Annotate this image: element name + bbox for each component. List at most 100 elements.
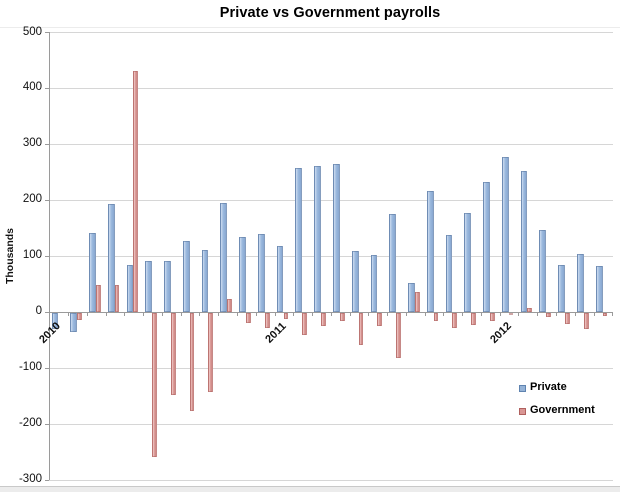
legend-swatch-government bbox=[519, 407, 526, 415]
bar-government-jul-2011 bbox=[396, 312, 401, 358]
y-axis-tick bbox=[45, 199, 49, 201]
y-axis-tick bbox=[45, 143, 49, 145]
bar-private-oct-2011 bbox=[445, 235, 453, 312]
legend-label-private: Private bbox=[530, 381, 567, 393]
y-axis-tick bbox=[45, 311, 49, 313]
bar-private-dec-2010 bbox=[257, 233, 265, 312]
x-axis-tick bbox=[86, 311, 88, 316]
y-axis-tick bbox=[45, 87, 49, 89]
x-axis-tick bbox=[593, 311, 595, 316]
bar-private-mar-2011 bbox=[314, 165, 322, 312]
x-axis-tick bbox=[462, 311, 464, 316]
x-axis-tick bbox=[443, 311, 445, 316]
x-axis-tick bbox=[387, 311, 389, 316]
bar-government-jul-2010 bbox=[170, 312, 176, 396]
gridline-500 bbox=[49, 32, 613, 33]
x-axis-tick bbox=[330, 311, 332, 316]
bar-private-apr-2010 bbox=[107, 204, 115, 312]
y-axis-label: 100 bbox=[22, 249, 42, 262]
x-axis-tick bbox=[274, 311, 276, 316]
bar-private-jun-2012 bbox=[595, 265, 603, 312]
gridline-100 bbox=[49, 255, 613, 257]
x-axis-tick bbox=[368, 311, 370, 316]
bar-private-aug-2010 bbox=[182, 240, 190, 312]
bar-government-feb-2010 bbox=[77, 312, 82, 320]
bar-government-nov-2010 bbox=[245, 312, 251, 323]
bar-private-jun-2011 bbox=[370, 255, 378, 312]
x-axis-tick bbox=[105, 311, 107, 316]
bar-government-oct-2010 bbox=[227, 299, 232, 312]
bar-government-jun-2010 bbox=[152, 312, 157, 457]
x-axis-tick bbox=[49, 311, 51, 316]
window-bottom-edge bbox=[0, 486, 620, 487]
x-axis-tick bbox=[124, 311, 126, 316]
bar-private-aug-2011 bbox=[408, 283, 415, 312]
gridline-300 bbox=[49, 143, 613, 145]
bar-government-dec-2010 bbox=[264, 312, 270, 328]
y-axis-label: -100 bbox=[18, 361, 42, 374]
bar-government-jun-2012 bbox=[602, 312, 608, 317]
gridline--300 bbox=[49, 479, 613, 481]
y-axis-line bbox=[49, 32, 51, 480]
x-axis-tick bbox=[199, 311, 201, 316]
bar-government-feb-2011 bbox=[302, 312, 308, 336]
bar-government-nov-2011 bbox=[471, 312, 476, 325]
y-axis-tick bbox=[45, 479, 49, 481]
bar-government-dec-2011 bbox=[489, 312, 495, 322]
x-axis-tick bbox=[480, 311, 482, 316]
bar-private-oct-2010 bbox=[220, 202, 228, 312]
bar-government-may-2010 bbox=[133, 71, 139, 312]
bar-government-mar-2011 bbox=[321, 312, 326, 326]
bar-private-may-2011 bbox=[351, 251, 359, 312]
bar-private-feb-2011 bbox=[295, 168, 303, 312]
x-axis-tick bbox=[349, 311, 351, 316]
bar-private-may-2010 bbox=[126, 265, 134, 312]
bar-private-jul-2010 bbox=[164, 260, 171, 312]
bar-private-apr-2011 bbox=[333, 164, 340, 312]
x-axis-tick bbox=[255, 311, 257, 316]
bar-private-jul-2011 bbox=[389, 213, 397, 312]
bar-private-mar-2010 bbox=[89, 232, 96, 312]
legend-swatch-private bbox=[519, 384, 526, 392]
bar-government-jan-2011 bbox=[283, 312, 289, 320]
x-axis-tick bbox=[312, 311, 314, 316]
y-axis-label: -300 bbox=[18, 473, 42, 485]
x-axis-tick bbox=[518, 311, 520, 316]
bar-government-may-2012 bbox=[583, 312, 589, 329]
bar-private-jun-2010 bbox=[145, 260, 153, 312]
bar-private-may-2012 bbox=[576, 253, 584, 312]
bar-private-nov-2010 bbox=[239, 237, 246, 312]
x-axis-tick bbox=[293, 311, 295, 316]
x-axis-tick bbox=[537, 311, 539, 316]
gridline--200 bbox=[49, 423, 613, 425]
x-axis-tick bbox=[612, 311, 614, 316]
x-axis-tick bbox=[424, 311, 426, 316]
gridline-200 bbox=[49, 199, 613, 201]
x-axis-tick bbox=[499, 311, 501, 316]
x-axis-tick bbox=[556, 311, 557, 316]
bar-private-jan-2012 bbox=[501, 157, 509, 312]
gridline--100 bbox=[49, 367, 613, 369]
bar-government-feb-2012 bbox=[527, 308, 533, 312]
y-axis-label: 400 bbox=[22, 81, 42, 94]
x-axis-tick bbox=[218, 311, 220, 316]
bar-government-aug-2010 bbox=[189, 312, 195, 412]
x-axis-tick bbox=[236, 311, 238, 316]
y-axis-tick bbox=[45, 255, 49, 257]
x-axis-tick bbox=[405, 311, 407, 316]
y-axis-tick bbox=[45, 367, 49, 369]
bar-private-nov-2011 bbox=[464, 212, 472, 312]
bar-private-mar-2012 bbox=[539, 230, 547, 312]
x-axis-tick bbox=[143, 311, 145, 316]
bar-private-sep-2010 bbox=[201, 250, 209, 312]
bar-private-jan-2011 bbox=[276, 245, 284, 312]
bar-government-may-2011 bbox=[358, 312, 364, 346]
bar-private-sep-2011 bbox=[426, 191, 434, 312]
y-axis-label: 200 bbox=[22, 193, 42, 206]
bar-government-apr-2011 bbox=[339, 312, 345, 321]
bar-private-apr-2012 bbox=[558, 264, 565, 312]
chart-top-border bbox=[0, 27, 620, 28]
y-axis-tick bbox=[45, 32, 49, 33]
y-axis-label: 500 bbox=[22, 25, 42, 38]
